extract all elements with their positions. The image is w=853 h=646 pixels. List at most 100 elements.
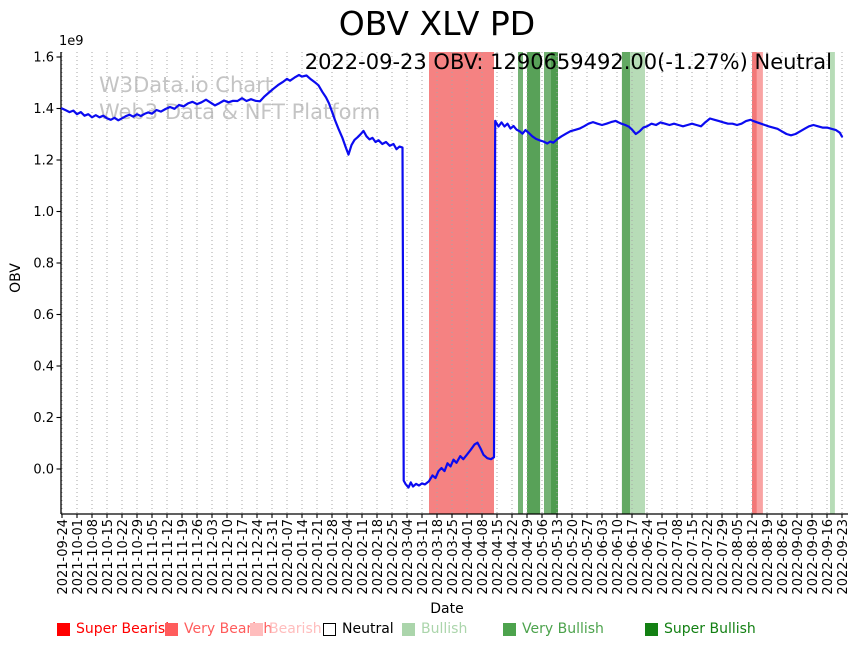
legend-swatch-very-bullish [503,622,516,636]
legend-swatch-bearish [250,622,263,636]
x-tick-label: 2021-09-24 [56,519,71,595]
x-tick-label: 2022-07-22 [701,519,716,595]
legend-label-very-bullish: Very Bullish [522,621,604,637]
legend-swatch-super-bearish [57,622,70,636]
x-tick-label: 2021-12-17 [236,519,251,595]
legend-item-bullish: Bullish [402,619,467,639]
obv-line [60,73,844,489]
y-tick-label: 1.0 [33,205,54,220]
x-tick-label: 2022-01-14 [296,519,311,595]
x-tick-label: 2022-02-11 [356,519,371,595]
x-tick-label: 2022-06-17 [626,519,641,595]
x-tick-label: 2022-04-15 [491,519,506,595]
signal-bands [429,52,835,514]
x-tick-label: 2022-01-07 [281,519,296,595]
watermark: W3Data.io Chart Web3 Data & NFT Platform [99,72,380,126]
x-tick-label: 2022-09-02 [791,519,806,595]
watermark-line1: W3Data.io Chart [99,73,274,97]
y-tick-label: 0.8 [33,257,54,272]
y-tick-labels: 0.0 0.2 0.4 0.6 0.8 1.0 1.2 1.4 1.6 [33,51,54,478]
x-tick-label: 2022-08-26 [776,519,791,595]
legend-label-neutral: Neutral [342,621,394,637]
x-tick-label: 2022-03-11 [416,519,431,595]
legend-item-very-bullish: Very Bullish [503,619,604,639]
x-tick-label: 2022-09-16 [821,519,836,595]
tick-marks [56,56,843,518]
x-tick-label: 2022-01-21 [311,519,326,595]
x-tick-label: 2021-10-15 [101,519,116,595]
x-tick-label: 2021-10-01 [71,519,86,595]
x-tick-label: 2022-08-19 [761,519,776,595]
x-tick-label: 2022-05-13 [551,519,566,595]
x-tick-label: 2022-03-25 [446,519,461,595]
signal-band [429,52,494,514]
legend: Super Bearish Very Bearish Bearish Neutr… [0,619,853,643]
x-tick-label: 2022-04-01 [461,519,476,595]
x-tick-label: 2022-07-08 [671,519,686,595]
signal-band [551,52,558,514]
legend-label-super-bearish: Super Bearish [76,621,175,637]
legend-item-neutral: Neutral [323,619,394,639]
watermark-line2: Web3 Data & NFT Platform [99,100,381,124]
legend-label-bullish: Bullish [421,621,468,637]
x-tick-label: 2022-08-12 [746,519,761,595]
x-tick-label: 2021-12-24 [251,519,266,595]
x-tick-label: 2022-05-20 [566,519,581,595]
signal-band [830,52,835,514]
x-tick-label: 2022-04-08 [476,519,491,595]
gridlines [61,52,843,514]
legend-swatch-very-bearish [165,622,178,636]
legend-swatch-bullish [402,622,415,636]
x-tick-label: 2022-06-24 [641,519,656,595]
x-tick-label: 2021-11-19 [176,519,191,595]
axes-spines [60,52,848,515]
x-tick-label: 2021-12-10 [221,519,236,595]
signal-band [621,52,630,514]
x-tick-label: 2022-01-28 [326,519,341,595]
legend-item-super-bullish: Super Bullish [645,619,756,639]
x-tick-label: 2021-11-05 [146,519,161,595]
x-tick-label: 2022-02-04 [341,519,356,595]
legend-item-super-bearish: Super Bearish [57,619,174,639]
x-tick-label: 2021-11-12 [161,519,176,595]
x-tick-label: 2021-11-26 [191,519,206,595]
x-tick-label: 2022-07-15 [686,519,701,595]
latest-value-annotation: 2022-09-23 OBV: 1290659492.00(-1.27%) Ne… [304,50,832,74]
x-tick-label: 2022-09-23 [836,519,851,595]
x-tick-labels: 2021-09-24 2021-10-01 2021-10-08 2021-10-15… [56,519,851,595]
x-tick-label: 2022-06-03 [596,519,611,595]
x-tick-label: 2022-07-29 [716,519,731,595]
x-tick-label: 2021-10-08 [86,519,101,595]
legend-swatch-super-bullish [645,622,658,636]
y-tick-label: 1.2 [33,154,54,169]
legend-label-super-bullish: Super Bullish [664,621,756,637]
chart-title: OBV XLV PD [338,4,536,43]
x-tick-label: 2022-08-05 [731,519,746,595]
y-axis-offset-label: 1e9 [59,34,84,49]
x-tick-label: 2021-10-22 [116,519,131,595]
y-tick-label: 0.0 [33,463,54,478]
signal-band [630,52,645,514]
legend-label-bearish: Bearish [269,621,322,637]
y-tick-label: 0.2 [33,411,54,426]
x-tick-label: 2021-12-03 [206,519,221,595]
x-tick-label: 2022-02-18 [371,519,386,595]
signal-band [527,52,541,514]
x-tick-label: 2022-07-01 [656,519,671,595]
signal-band [756,52,763,514]
x-tick-label: 2022-04-22 [506,519,521,595]
x-tick-label: 2022-05-27 [581,519,596,595]
x-tick-label: 2022-06-10 [611,519,626,595]
x-tick-label: 2021-10-29 [131,519,146,595]
x-tick-label: 2021-12-31 [266,519,281,595]
y-tick-label: 0.6 [33,308,54,323]
x-axis-title: Date [430,601,464,617]
y-tick-label: 1.6 [33,51,54,66]
x-tick-label: 2022-03-04 [401,519,416,595]
x-tick-label: 2022-04-29 [521,519,536,595]
signal-band [544,52,551,514]
y-tick-label: 1.4 [33,102,54,117]
x-tick-label: 2022-03-18 [431,519,446,595]
